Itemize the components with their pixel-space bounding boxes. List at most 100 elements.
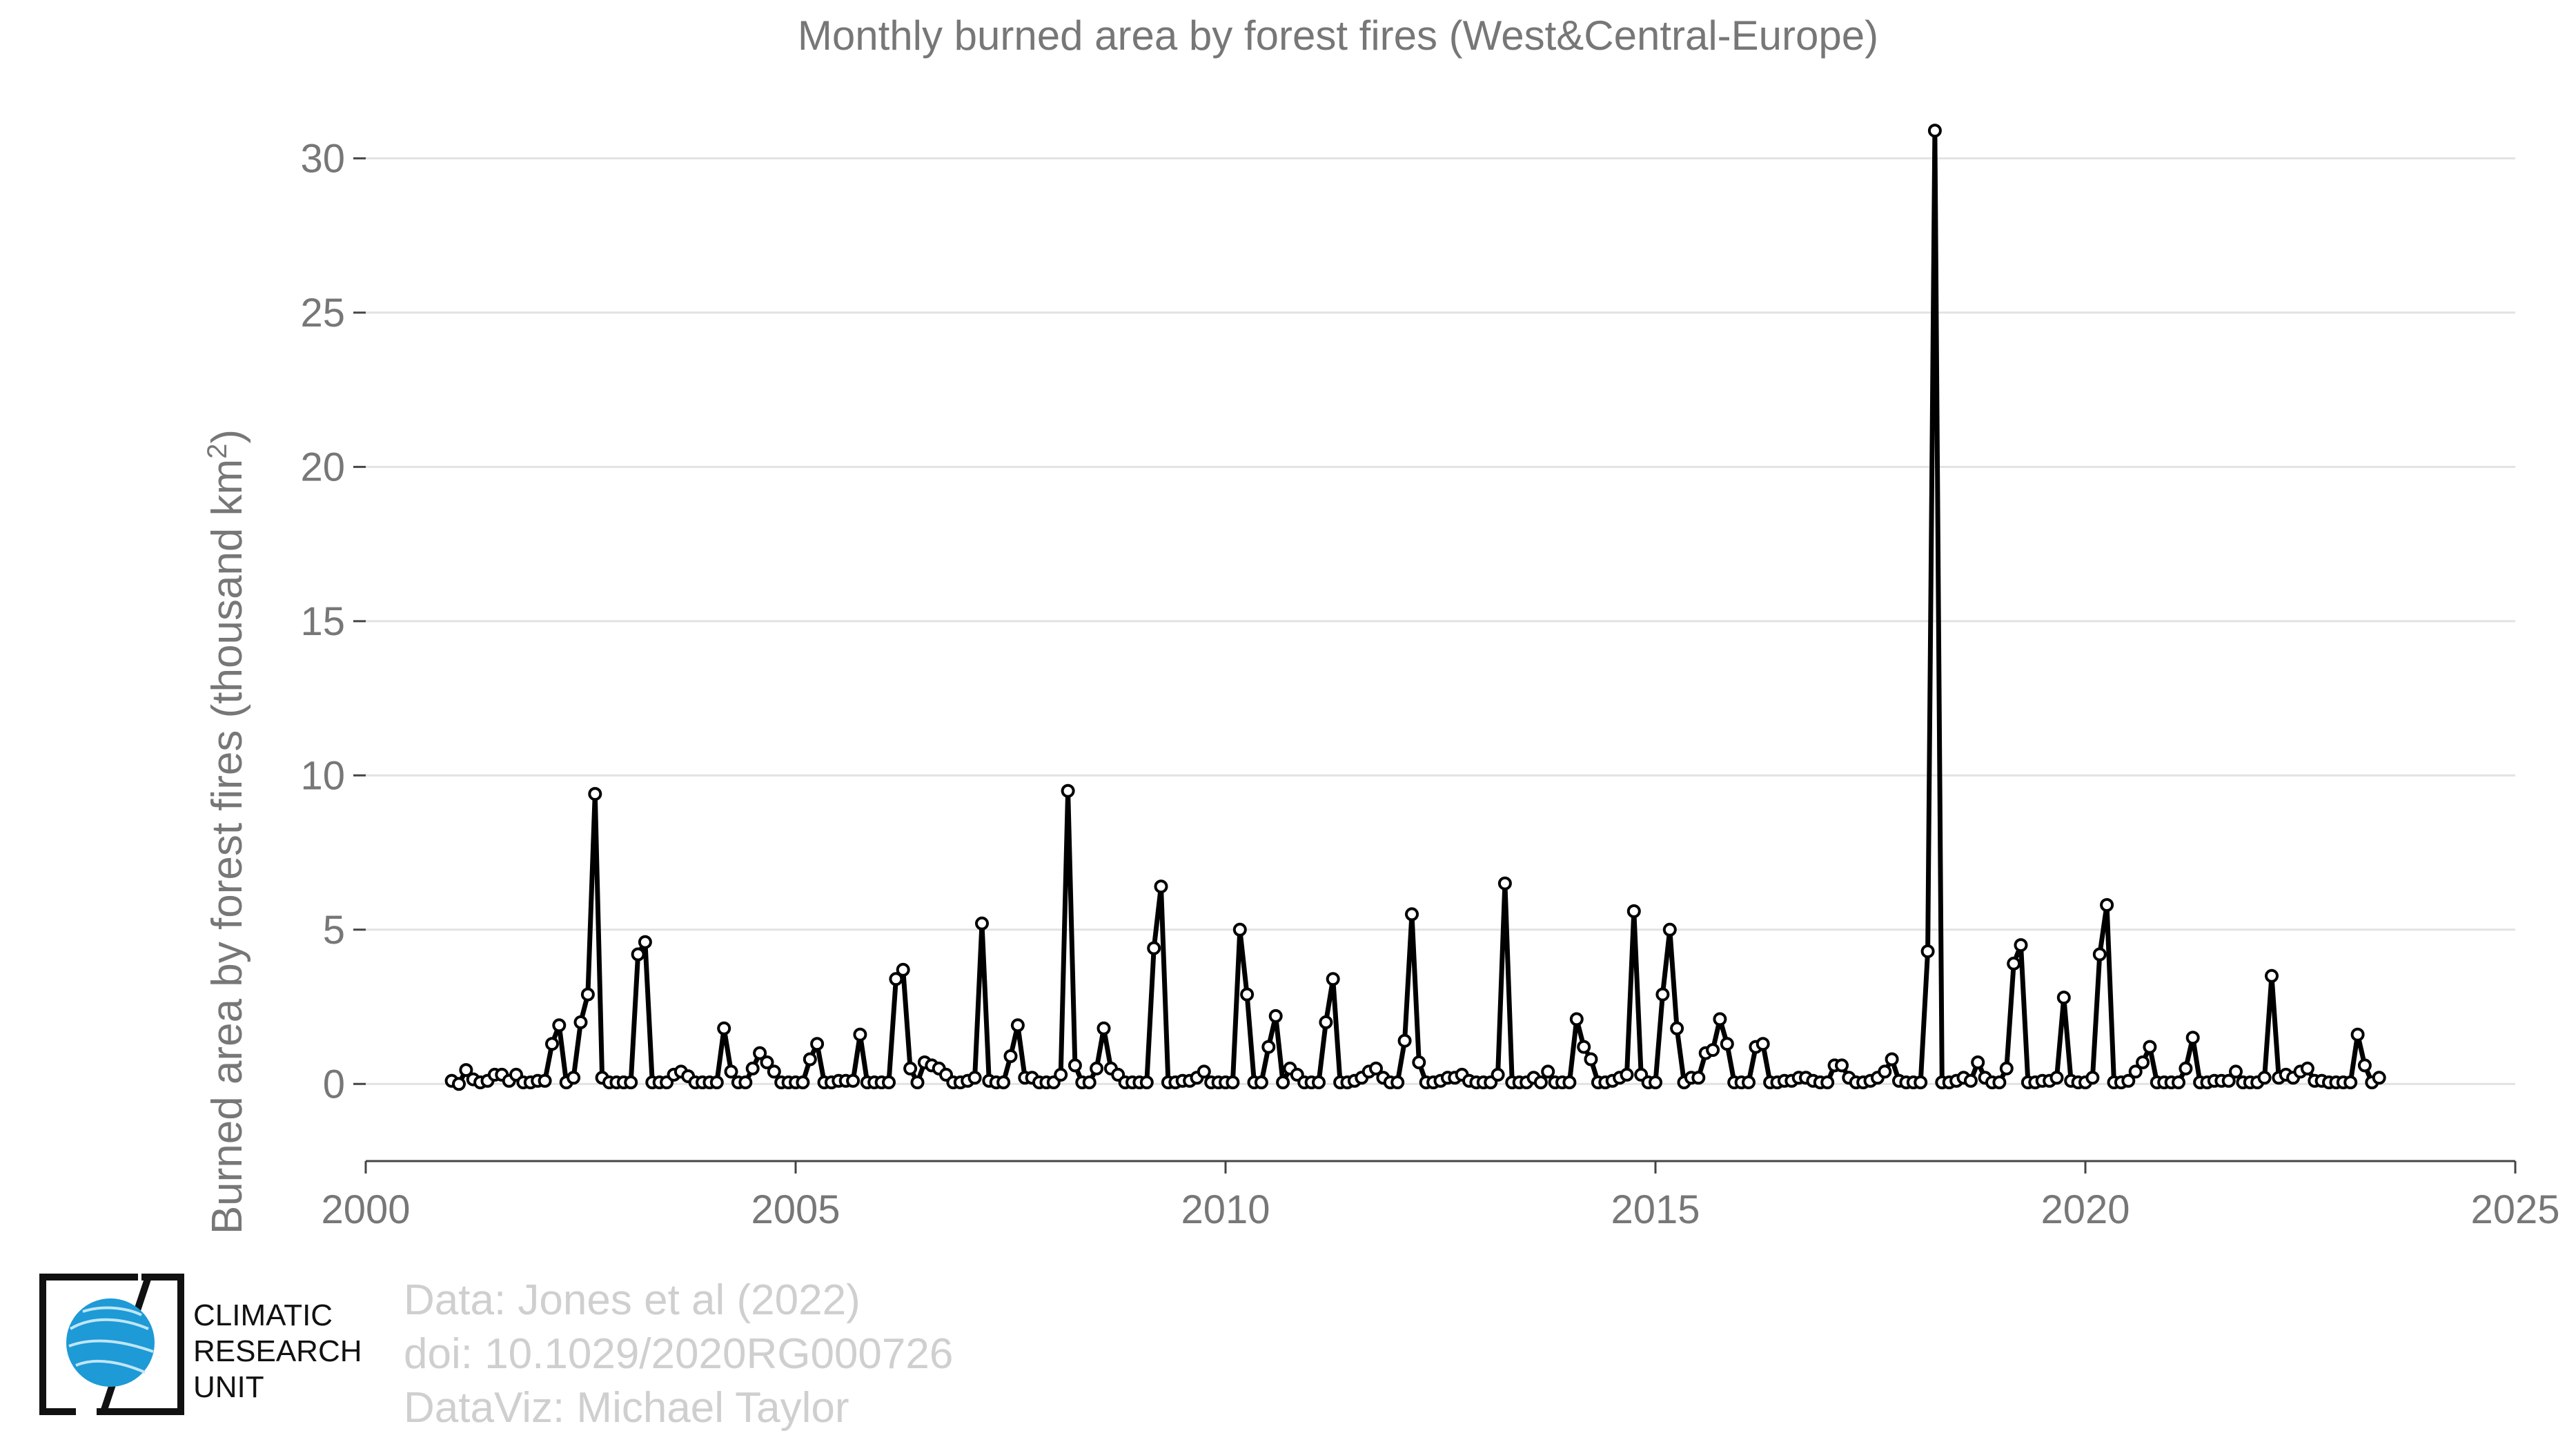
data-point-121 [1312,1075,1326,1089]
data-point-234 [2121,1073,2136,1088]
data-point-249 [2229,1064,2243,1079]
data-point-123 [1326,972,1340,986]
data-point-201 [1885,1052,1899,1067]
data-point-217 [1999,1061,2014,1075]
data-point-56 [846,1073,861,1088]
data-point-43 [753,1046,767,1060]
data-point-38 [717,1021,731,1035]
data-point-206 [1920,944,1935,959]
data-point-77 [996,1075,1011,1089]
data-point-194 [1835,1058,1849,1073]
data-point-158 [1577,1040,1591,1054]
gridlines [366,157,2515,1085]
data-point-41 [738,1075,753,1089]
data-point-45 [767,1064,781,1079]
logo-line-2: RESEARCH [193,1334,362,1368]
data-point-87 [1068,1058,1082,1073]
y-axis-ticks: 0 5 10 15 20 25 30 [300,136,366,1107]
data-point-73 [967,1071,982,1085]
data-point-26 [631,947,645,962]
data-point-57 [853,1027,867,1042]
x-tick-label-4: 2020 [2041,1187,2130,1232]
cru-logo [39,1274,184,1415]
chart-title: Monthly burned area by forest fires (Wes… [798,12,1878,59]
x-tick-label-2: 2010 [1181,1187,1270,1232]
data-point-50 [803,1052,817,1067]
data-point-62 [889,972,903,986]
credits: Data: Jones et al (2022) doi: 10.1029/20… [404,1274,953,1435]
data-point-1 [452,1077,466,1091]
data-point-79 [1010,1018,1025,1033]
data-point-178 [1720,1037,1734,1051]
data-point-2 [459,1063,473,1078]
data-point-168 [1649,1075,1662,1089]
y-tick-label-1: 5 [323,908,345,953]
y-axis-label-main: Burned area by forest fires (thousand km [204,459,251,1234]
data-point-165 [1626,904,1641,918]
y-tick-label-6: 30 [300,136,345,181]
data-point-219 [2014,938,2028,953]
data-point-91 [1097,1021,1111,1035]
data-point-110 [1232,922,1247,937]
data-point-181 [1742,1075,1756,1089]
x-tick-label-3: 2015 [1611,1187,1700,1232]
data-point-19 [580,987,595,1002]
data-point-49 [796,1075,810,1089]
data-point-115 [1268,1009,1283,1023]
data-point-224 [2049,1071,2064,1085]
y-tick-label-4: 20 [300,445,345,489]
y-axis-label-tail: ) [204,429,251,444]
data-point-64 [903,1061,918,1075]
data-point-13 [538,1073,552,1088]
data-point-176 [1706,1043,1720,1058]
data-point-236 [2136,1055,2150,1069]
data-point-225 [2056,991,2071,1005]
data-point-241 [2172,1075,2185,1089]
data-point-259 [2300,1061,2314,1075]
data-point-200 [1878,1064,1892,1079]
data-point-216 [1992,1075,2007,1089]
data-point-171 [1670,1021,1684,1035]
data-point-174 [1691,1071,1706,1085]
data-points [444,124,2386,1091]
data-point-85 [1054,1067,1068,1082]
data-point-25 [624,1075,638,1089]
data-point-27 [638,935,652,949]
data-point-157 [1569,1012,1584,1026]
data-point-242 [2179,1061,2193,1075]
data-point-116 [1276,1075,1290,1089]
data-point-147 [1497,876,1512,890]
data-point-97 [1139,1075,1154,1089]
x-axis: 2000 2005 2010 2015 2020 2025 [321,1160,2560,1232]
data-point-267 [2357,1058,2372,1073]
y-tick-label-0: 0 [323,1062,345,1107]
data-point-129 [1369,1061,1383,1075]
data-point-192 [1820,1075,1835,1089]
x-tick-label-5: 2025 [2470,1187,2559,1232]
logo-text: CLIMATIC RESEARCH UNIT [193,1298,362,1405]
data-point-254 [2265,968,2279,983]
data-point-231 [2100,898,2114,912]
data-point-183 [1756,1037,1770,1051]
data-point-156 [1562,1075,1577,1089]
x-tick-label-1: 2005 [751,1187,840,1232]
data-point-146 [1491,1067,1505,1082]
credit-data: Data: Jones et al (2022) [404,1276,861,1324]
data-point-122 [1319,1015,1333,1029]
data-point-98 [1147,941,1161,955]
data-point-74 [975,916,989,931]
data-point-42 [745,1061,760,1075]
data-point-37 [709,1075,724,1089]
data-point-133 [1397,1033,1412,1048]
data-point-15 [552,1018,567,1033]
data-point-61 [882,1075,896,1089]
data-point-177 [1713,1012,1727,1026]
data-point-105 [1197,1064,1211,1079]
data-point-243 [2185,1031,2200,1045]
credit-dataviz: DataViz: Michael Taylor [404,1384,849,1432]
globe-swirl-icon [68,1306,154,1374]
data-point-212 [1963,1073,1978,1088]
data-point-78 [1003,1049,1018,1063]
data-point-39 [724,1064,738,1079]
data-point-89 [1082,1075,1097,1089]
